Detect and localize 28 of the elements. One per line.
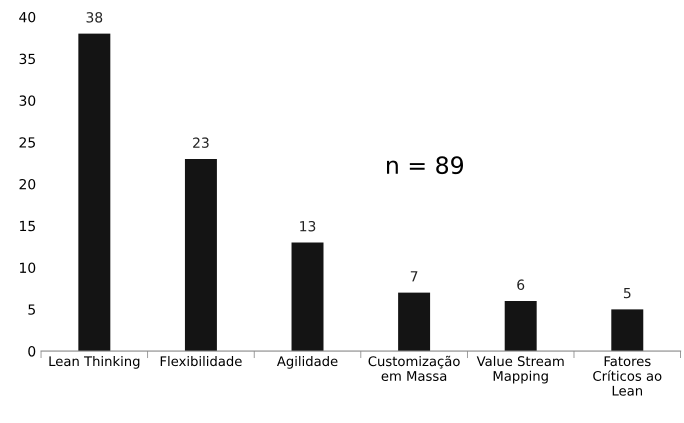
y-tick-label: 30 <box>20 95 36 106</box>
x-tick-label: Fatores Críticos ao Lean <box>593 356 662 396</box>
y-tick-label: 0 <box>28 346 36 357</box>
bar <box>611 309 644 352</box>
y-tick-label: 25 <box>20 137 35 148</box>
y-tick-label: 35 <box>20 54 35 64</box>
bar <box>292 242 324 352</box>
bar <box>504 300 537 352</box>
x-tick-label: Value Stream Mapping <box>476 356 564 384</box>
x-tick-label: Flexibilidade <box>160 356 242 366</box>
y-tick-label: 15 <box>20 220 35 232</box>
y-tick-label: 40 <box>19 12 36 22</box>
bar <box>398 292 430 352</box>
y-tick-label: 20 <box>20 178 36 190</box>
data-label: 38 <box>86 12 102 23</box>
data-label: 5 <box>624 288 630 298</box>
x-tick-label: Lean Thinking <box>49 356 140 369</box>
data-label: 6 <box>517 279 524 290</box>
bar <box>78 34 110 352</box>
x-tick-label: Agilidade <box>276 356 338 369</box>
annotation: n = 89 <box>387 156 464 174</box>
data-label: 23 <box>193 137 209 148</box>
data-label: 7 <box>410 271 418 282</box>
data-label: 13 <box>300 220 316 232</box>
x-tick-label: Customização em Massa <box>368 356 460 381</box>
y-tick-label: 5 <box>28 304 35 315</box>
bar <box>184 158 217 352</box>
y-tick-label: 10 <box>20 262 36 274</box>
